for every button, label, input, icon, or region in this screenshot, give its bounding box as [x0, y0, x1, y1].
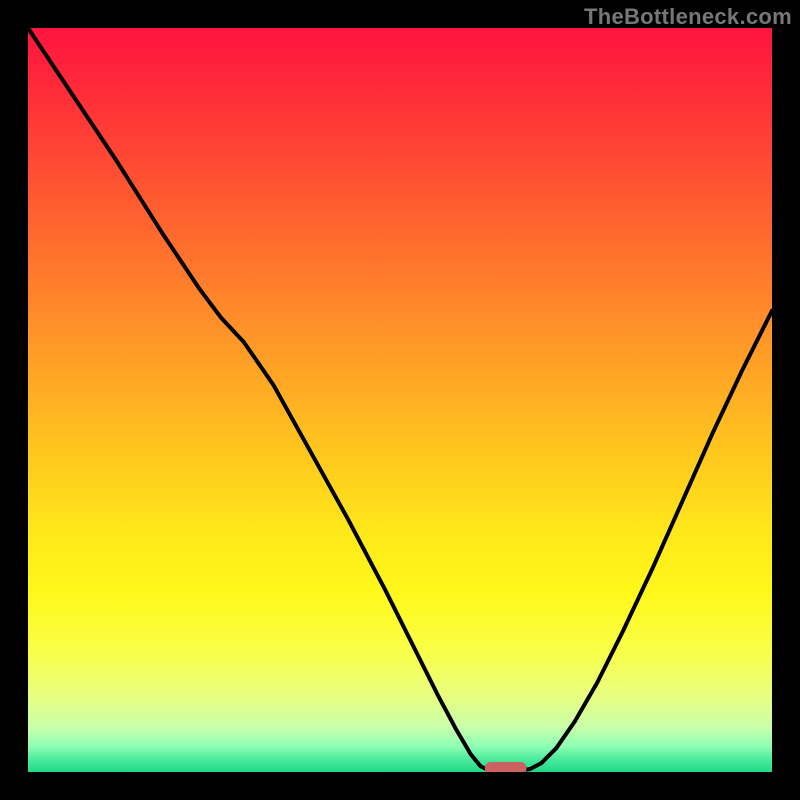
chart-svg: [0, 0, 800, 800]
chart-background-gradient: [28, 28, 772, 772]
bottleneck-chart: TheBottleneck.com: [0, 0, 800, 800]
